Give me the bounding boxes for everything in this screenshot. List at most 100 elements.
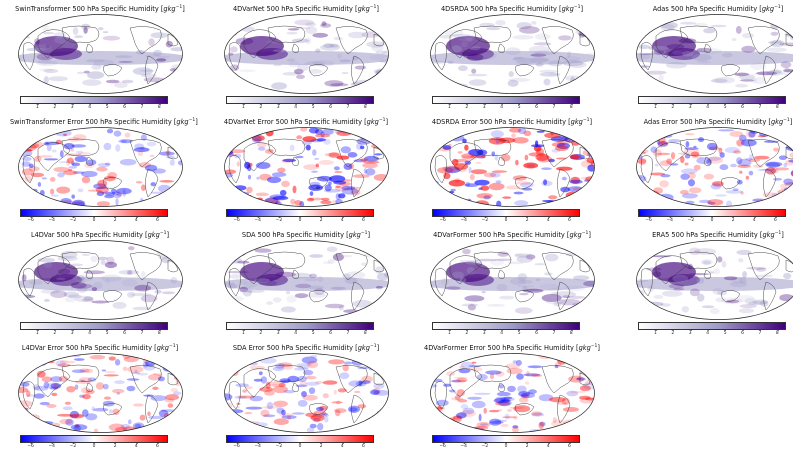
colorbar-tick-label: −2 (276, 444, 282, 449)
globe-map (430, 240, 595, 320)
colorbar-tick-label: 2 (114, 218, 117, 223)
colorbar-tick-label: 6 (123, 331, 126, 336)
colorbar-tick-label: −2 (688, 218, 694, 223)
colorbar-tick-label: 3 (689, 331, 692, 336)
panel-title: 4DSRDA 500 hPa Specific Humidity [gkg−1] (422, 4, 602, 13)
colorbar-tick-label: 4 (706, 331, 709, 336)
globe-map (224, 14, 389, 94)
colorbar-tick-label: 2 (53, 331, 56, 336)
colorbar-tick-label: 4 (500, 331, 503, 336)
colorbar-tick-label: 2 (671, 331, 674, 336)
colorbar-tick-label: 4 (753, 218, 756, 223)
colorbar-tick-label: −2 (70, 444, 76, 449)
colorbar-tick-label: 6 (362, 444, 365, 449)
colorbar-tick-label: 8 (158, 331, 161, 336)
panel-humidity-map: 4DSRDA 500 hPa Specific Humidity [gkg−1]… (422, 4, 602, 116)
colorbar-tick-label: 7 (346, 105, 349, 110)
colorbar-tick-label: 2 (732, 218, 735, 223)
colorbar-tick-label: 2 (465, 105, 468, 110)
colorbar-tick-label: 3 (71, 105, 74, 110)
colorbar-tick-label: 8 (570, 105, 573, 110)
colorbar-tick-label: −4 (48, 444, 54, 449)
panel-error-map: 4DVarNet Error 500 hPa Specific Humidity… (216, 117, 396, 229)
colorbar-tick-label: 0 (93, 218, 96, 223)
colorbar-tick-label: 6 (156, 218, 159, 223)
panel-title: L4DVar 500 hPa Specific Humidity [gkg−1] (10, 230, 190, 239)
colorbar-tick-label: 6 (568, 444, 571, 449)
colorbar-tick-label: 1 (242, 105, 245, 110)
colorbar-tick-label: 8 (776, 331, 779, 336)
globe-map (18, 127, 183, 207)
globe-map (224, 353, 389, 433)
colorbar-tick-label: 6 (123, 105, 126, 110)
colorbar-tick-label: 8 (776, 105, 779, 110)
panel-humidity-map: ERA5 500 hPa Specific Humidity [gkg−1] 1 2… (628, 230, 793, 342)
panel-error-map: 4DSRDA Error 500 hPa Specific Humidity [… (422, 117, 602, 229)
panel-error-map: L4DVar Error 500 hPa Specific Humidity [… (10, 343, 190, 455)
colorbar-tick-label: 8 (570, 331, 573, 336)
colorbar (432, 322, 580, 330)
colorbar-tick-label: 6 (535, 331, 538, 336)
colorbar-tick-label: −2 (482, 218, 488, 223)
panel-humidity-map: 4DVarNet 500 hPa Specific Humidity [gkg−… (216, 4, 396, 116)
panel-title: Adas Error 500 hPa Specific Humidity [gk… (628, 117, 793, 126)
colorbar-tick-label: 3 (483, 105, 486, 110)
colorbar-tick-label: −6 (439, 218, 445, 223)
colorbar-tick-label: 4 (706, 105, 709, 110)
colorbar-tick-label: 3 (689, 105, 692, 110)
panel-error-map: 4DVarFormer Error 500 hPa Specific Humid… (422, 343, 602, 455)
globe-map (430, 14, 595, 94)
panel-error-map: Adas Error 500 hPa Specific Humidity [gk… (628, 117, 793, 229)
colorbar-tick-label: 4 (341, 444, 344, 449)
colorbar-tick-label: −4 (460, 218, 466, 223)
colorbar-tick-label: −6 (439, 444, 445, 449)
colorbar-tick-label: 5 (518, 331, 521, 336)
colorbar-tick-label: 6 (535, 105, 538, 110)
colorbar (432, 96, 580, 104)
colorbar-tick-label: −2 (482, 444, 488, 449)
globe-map (636, 240, 793, 320)
panel-title: L4DVar Error 500 hPa Specific Humidity [… (10, 343, 190, 352)
colorbar-tick-label: 6 (329, 331, 332, 336)
panel-title: SwinTransformer Error 500 hPa Specific H… (10, 117, 190, 126)
panel-error-map: SDA Error 500 hPa Specific Humidity [gkg… (216, 343, 396, 455)
colorbar-tick-label: 2 (320, 444, 323, 449)
colorbar-tick-label: 4 (341, 218, 344, 223)
panel-title: 4DVarNet 500 hPa Specific Humidity [gkg−… (216, 4, 396, 13)
colorbar-tick-label: 0 (711, 218, 714, 223)
colorbar-tick-label: 5 (724, 105, 727, 110)
colorbar-tick-label: 8 (364, 105, 367, 110)
colorbar-tick-label: 2 (671, 105, 674, 110)
colorbar-tick-label: 1 (242, 331, 245, 336)
colorbar-tick-label: 7 (346, 331, 349, 336)
colorbar-tick-label: 1 (36, 331, 39, 336)
colorbar-tick-label: 4 (88, 331, 91, 336)
colorbar-tick-label: 4 (135, 218, 138, 223)
globe-map (224, 127, 389, 207)
colorbar-tick-label: 1 (654, 331, 657, 336)
globe-map (430, 353, 595, 433)
colorbar (226, 96, 374, 104)
colorbar-tick-label: 4 (135, 444, 138, 449)
colorbar-tick-label: 0 (505, 218, 508, 223)
colorbar-tick-label: 6 (329, 105, 332, 110)
colorbar-tick-label: 1 (448, 331, 451, 336)
panel-title: ERA5 500 hPa Specific Humidity [gkg−1] (628, 230, 793, 239)
colorbar-tick-label: −4 (666, 218, 672, 223)
colorbar-tick-label: 5 (724, 331, 727, 336)
colorbar-tick-label: 7 (552, 105, 555, 110)
colorbar (20, 96, 168, 104)
globe-map (430, 127, 595, 207)
colorbar-tick-label: 3 (483, 331, 486, 336)
colorbar-tick-label: 2 (114, 444, 117, 449)
colorbar-tick-label: 7 (758, 105, 761, 110)
panel-title: SDA 500 hPa Specific Humidity [gkg−1] (216, 230, 396, 239)
